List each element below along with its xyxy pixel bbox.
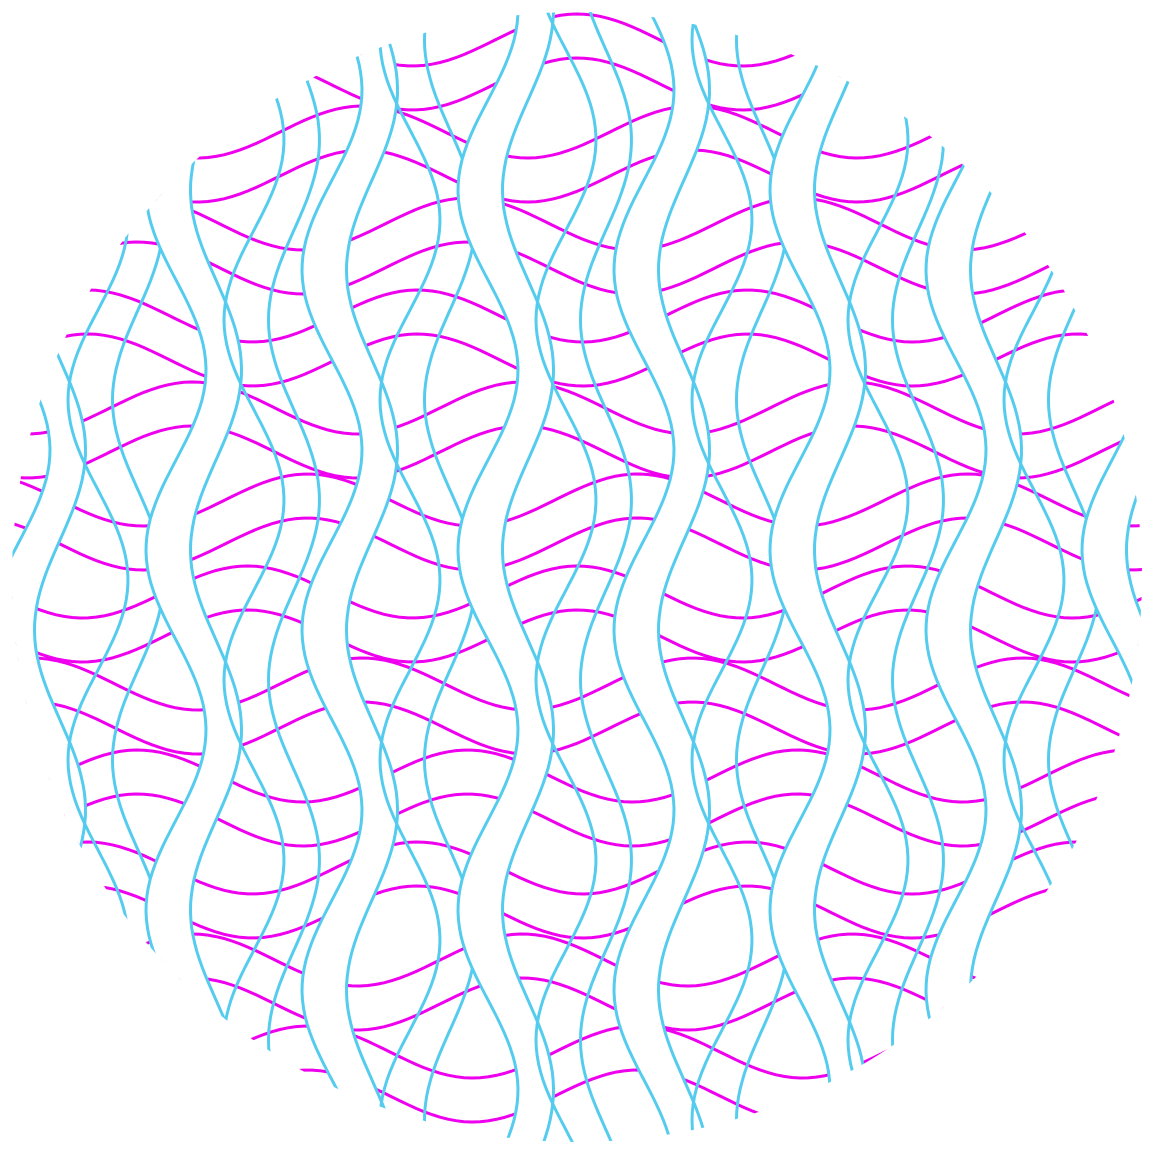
cyan-strand-edge — [266, 12, 321, 1142]
cyan-strand-edge — [890, 12, 945, 1142]
cyan-strand-edge — [578, 12, 633, 1142]
cyan-strand-edge — [534, 12, 598, 1142]
cyan-strand-edge — [378, 12, 442, 1142]
cyan-strand-edge — [846, 12, 910, 1142]
cyan-strand-fill — [614, 12, 710, 1142]
cyan-strand-edge — [456, 12, 520, 1142]
cyan-strand-edge — [924, 12, 988, 1142]
cyan-strand-edge — [612, 12, 676, 1142]
cyan-strand-edge — [656, 12, 712, 1142]
cyan-strand-edge — [768, 12, 832, 1142]
magenta-strand-edge — [12, 380, 1142, 436]
magenta-strand-edge — [12, 332, 1142, 388]
cyan-strand-edge — [188, 12, 244, 1142]
cyan-strand-fill — [926, 12, 1022, 1142]
cyan-strand-edge — [300, 12, 364, 1142]
cyan-strand-edge — [222, 12, 286, 1142]
cyan-strand-fill — [458, 12, 554, 1142]
cyan-strand-edge — [690, 12, 754, 1142]
cyan-strand-edge — [812, 12, 868, 1142]
cyan-strand-fill — [146, 12, 242, 1142]
cyan-strand-fill — [770, 12, 866, 1142]
cyan-strand-fill — [302, 12, 398, 1142]
cyan-strand-edge — [500, 12, 556, 1142]
cyan-strand-edge — [344, 12, 400, 1142]
